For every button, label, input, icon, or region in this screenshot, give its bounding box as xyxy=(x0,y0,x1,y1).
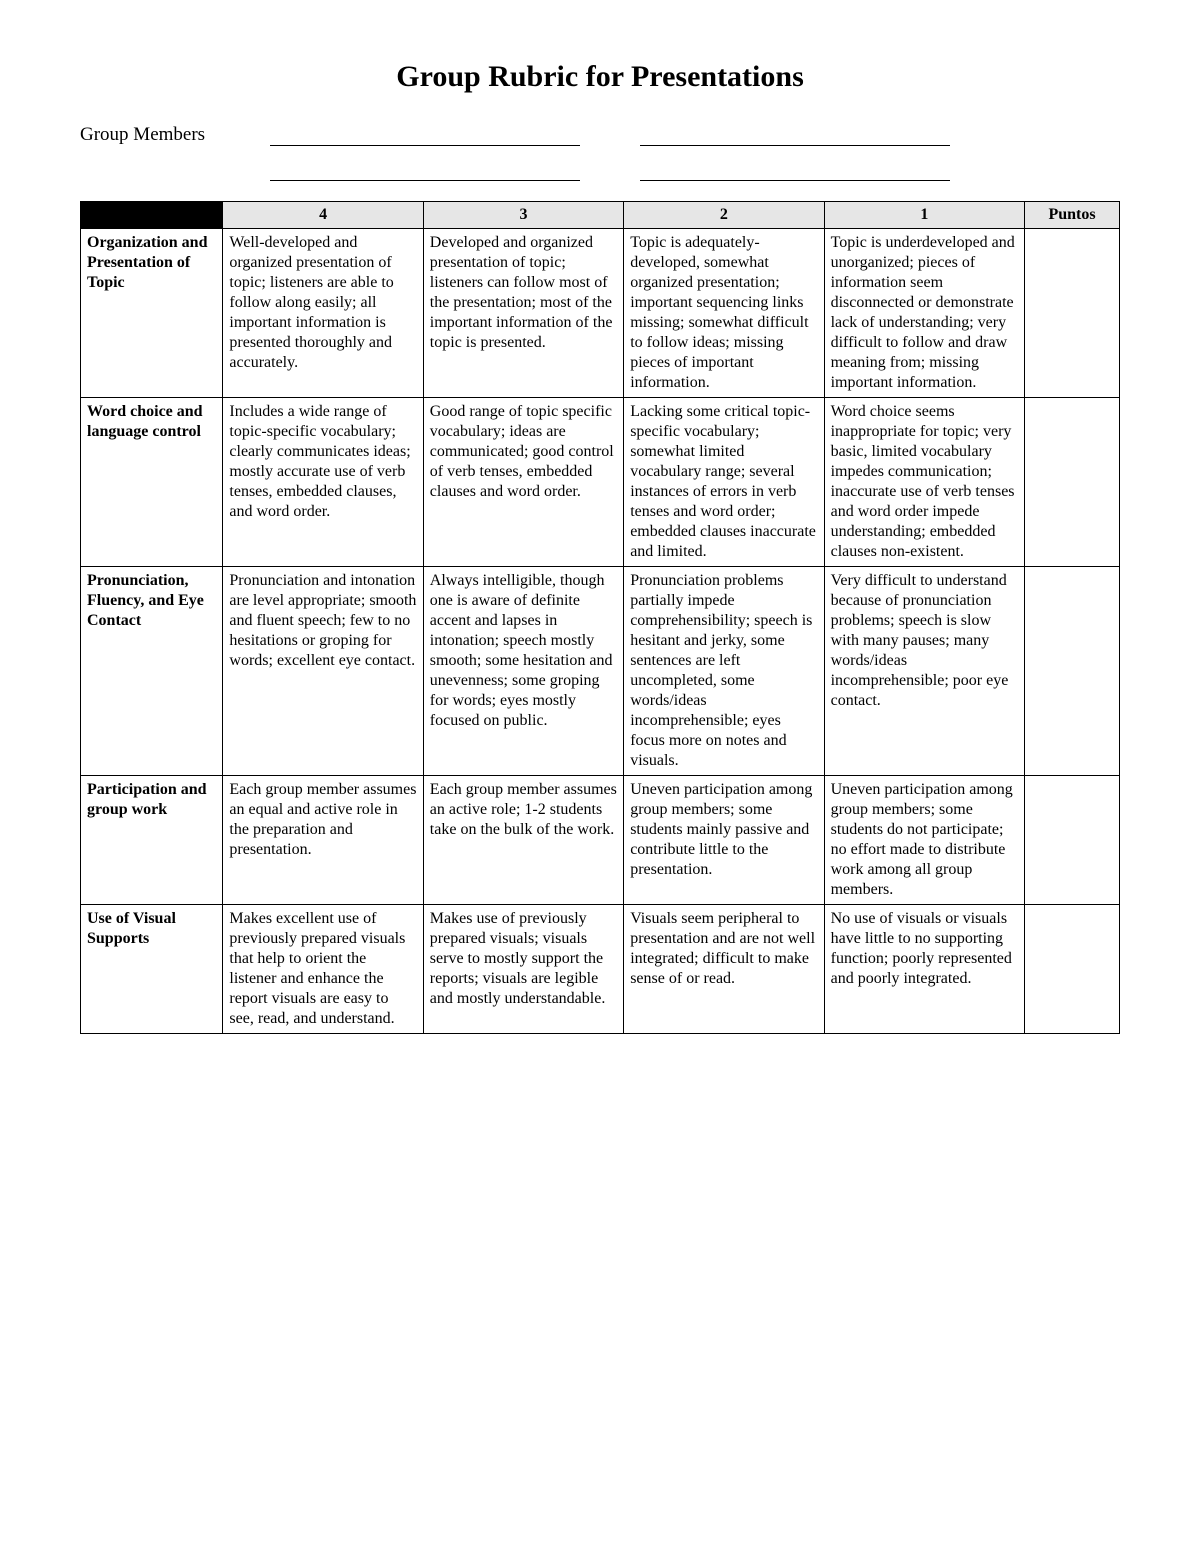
score-cell: Visuals seem peripheral to presentation … xyxy=(624,905,824,1034)
points-cell xyxy=(1025,229,1120,398)
criteria-cell: Use of Visual Supports xyxy=(81,905,223,1034)
score-cell: Each group member assumes an active role… xyxy=(423,776,623,905)
criteria-cell: Participation and group work xyxy=(81,776,223,905)
score-cell: Well-developed and organized presentatio… xyxy=(223,229,423,398)
score-cell: Word choice seems inappropriate for topi… xyxy=(824,398,1024,567)
criteria-cell: Organization and Presentation of Topic xyxy=(81,229,223,398)
score-cell: Each group member assumes an equal and a… xyxy=(223,776,423,905)
header-2: 2 xyxy=(624,202,824,229)
criteria-cell: Word choice and language control xyxy=(81,398,223,567)
table-row: Word choice and language controlIncludes… xyxy=(81,398,1120,567)
member-blank-4 xyxy=(640,160,950,181)
members-label: Group Members xyxy=(80,124,270,146)
score-cell: Topic is adequately-developed, somewhat … xyxy=(624,229,824,398)
member-blank-2 xyxy=(640,125,950,146)
header-4: 4 xyxy=(223,202,423,229)
points-cell xyxy=(1025,776,1120,905)
score-cell: Pronunciation and intonation are level a… xyxy=(223,567,423,776)
score-cell: Makes excellent use of previously prepar… xyxy=(223,905,423,1034)
score-cell: Good range of topic specific vocabulary;… xyxy=(423,398,623,567)
criteria-cell: Pronunciation, Fluency, and Eye Contact xyxy=(81,567,223,776)
header-blank xyxy=(81,202,223,229)
table-row: Participation and group workEach group m… xyxy=(81,776,1120,905)
group-members-section: Group Members xyxy=(80,124,1120,181)
table-row: Organization and Presentation of TopicWe… xyxy=(81,229,1120,398)
header-points: Puntos xyxy=(1025,202,1120,229)
score-cell: Developed and organized presentation of … xyxy=(423,229,623,398)
points-cell xyxy=(1025,398,1120,567)
page-title: Group Rubric for Presentations xyxy=(80,60,1120,94)
points-cell xyxy=(1025,567,1120,776)
score-cell: Always intelligible, though one is aware… xyxy=(423,567,623,776)
member-blank-1 xyxy=(270,125,580,146)
score-cell: Very difficult to understand because of … xyxy=(824,567,1024,776)
score-cell: No use of visuals or visuals have little… xyxy=(824,905,1024,1034)
score-cell: Topic is underdeveloped and unorganized;… xyxy=(824,229,1024,398)
score-cell: Lacking some critical topic-specific voc… xyxy=(624,398,824,567)
score-cell: Pronunciation problems partially impede … xyxy=(624,567,824,776)
header-3: 3 xyxy=(423,202,623,229)
rubric-table: 4 3 2 1 Puntos Organization and Presenta… xyxy=(80,201,1120,1034)
table-row: Use of Visual SupportsMakes excellent us… xyxy=(81,905,1120,1034)
score-cell: Uneven participation among group members… xyxy=(824,776,1024,905)
table-row: Pronunciation, Fluency, and Eye ContactP… xyxy=(81,567,1120,776)
score-cell: Uneven participation among group members… xyxy=(624,776,824,905)
header-1: 1 xyxy=(824,202,1024,229)
score-cell: Includes a wide range of topic-specific … xyxy=(223,398,423,567)
score-cell: Makes use of previously prepared visuals… xyxy=(423,905,623,1034)
points-cell xyxy=(1025,905,1120,1034)
member-blank-3 xyxy=(270,160,580,181)
